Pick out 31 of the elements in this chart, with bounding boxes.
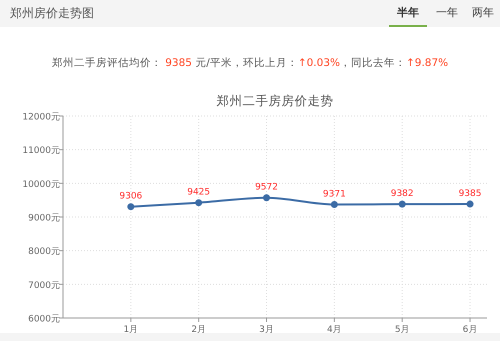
x-tick-label: 2月 bbox=[191, 325, 206, 335]
point bbox=[127, 203, 134, 210]
data-label: 9306 bbox=[119, 192, 143, 202]
point bbox=[330, 201, 338, 208]
data-label: 9385 bbox=[458, 189, 482, 200]
data-label: 9371 bbox=[322, 190, 346, 200]
x-tick-label: 6月 bbox=[462, 325, 478, 335]
x-tick-label: 4月 bbox=[326, 325, 342, 335]
text: 两年 bbox=[472, 6, 494, 19]
y-tick-label: 11000元 bbox=[22, 145, 60, 156]
y-tick-label: 7000元 bbox=[28, 280, 60, 291]
y-tick-label: 9000元 bbox=[28, 212, 60, 224]
y-tick-label: 12000元 bbox=[22, 112, 60, 122]
x-tick-label: 5月 bbox=[394, 325, 410, 335]
x-tick-label: 3月 bbox=[259, 325, 274, 335]
y-tick-label: 8000元 bbox=[28, 246, 60, 258]
chart-subtitle: 郑州二手房评估均价： 9385 元/平米，环比上月：↑0.03%，同比去年：↑9.87% bbox=[52, 56, 448, 69]
point bbox=[263, 194, 270, 202]
text: 半年 bbox=[396, 6, 419, 19]
y-tick-label: 6000元 bbox=[28, 314, 60, 324]
text: 一年 bbox=[436, 6, 458, 19]
x-tick-label: 1月 bbox=[123, 325, 138, 335]
y-tick-label: 10000元 bbox=[22, 178, 60, 190]
chart-title: 郑州二手房房价走势 bbox=[216, 93, 334, 108]
point bbox=[398, 200, 406, 208]
data-label: 9382 bbox=[390, 189, 414, 200]
text: 郑州房价走势图 bbox=[10, 6, 94, 20]
point bbox=[195, 199, 202, 206]
data-label: 9425 bbox=[187, 188, 210, 198]
point bbox=[466, 200, 474, 208]
data-label: 9572 bbox=[255, 182, 278, 193]
